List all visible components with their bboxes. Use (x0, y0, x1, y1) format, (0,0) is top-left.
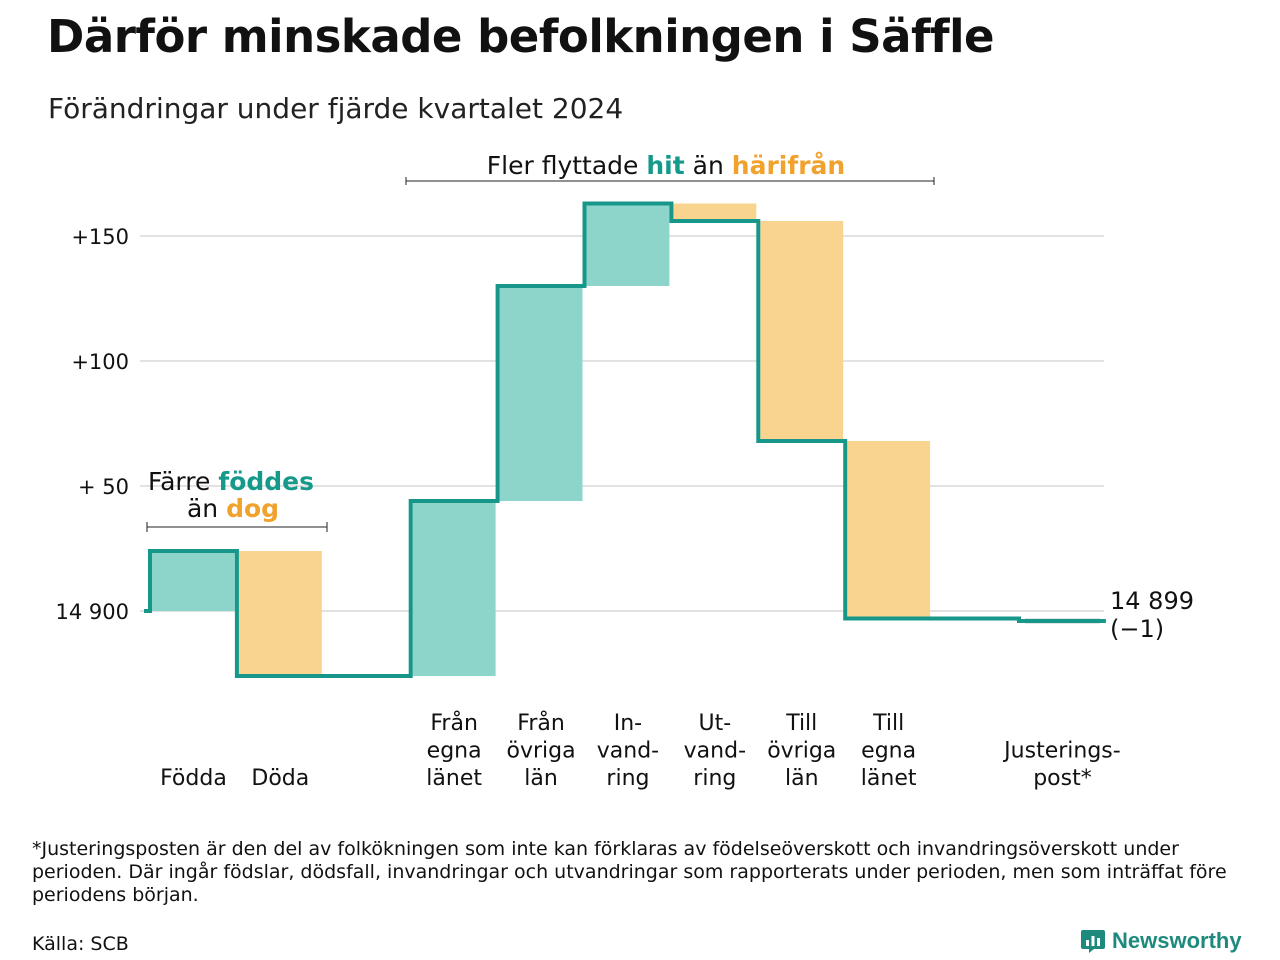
x-tick-label: länet (861, 766, 917, 791)
annotation-deaths-highlight: dog (226, 494, 279, 523)
bar (499, 286, 583, 501)
x-tick-label: länet (426, 766, 482, 791)
x-tick-label: Döda (251, 766, 309, 791)
annotation-migration-plain-2: än (693, 151, 724, 180)
x-tick-label: ring (606, 766, 649, 791)
bar (760, 221, 844, 441)
bar (673, 203, 757, 221)
brand-name: Newsworthy (1112, 928, 1242, 953)
x-tick-label: vand- (684, 739, 746, 764)
x-tick-label: Ut- (699, 711, 732, 736)
x-tick-label: Till (872, 711, 904, 736)
annotation-migration-hit: hit (646, 151, 684, 180)
svg-text:Färre föddes: Färre föddes (148, 467, 314, 496)
newsworthy-logo-icon (1081, 930, 1105, 953)
bar (238, 551, 322, 676)
x-tick-label: län (524, 766, 558, 791)
x-tick-label: In- (614, 711, 642, 736)
migration-annotation: Fler flyttade hit än härifrån (405, 151, 935, 185)
y-tick-label: +100 (71, 350, 129, 374)
svg-text:Fler flyttade hit: Fler flyttade hit än härifrån (487, 151, 845, 180)
chart-subtitle: Förändringar under fjärde kvartalet 2024 (48, 92, 624, 125)
x-tick-label: Till (785, 711, 817, 736)
annotation-migration-plain-1: Fler flyttade (487, 151, 639, 180)
x-tick-label: egna (427, 739, 482, 764)
cumulative-step-line (144, 201, 1106, 678)
x-tick-label: län (785, 766, 819, 791)
waterfall-chart: 14 900+ 50+100+150 Födda DödaFrånegnaläne… (56, 151, 1194, 791)
y-axis-ticks: 14 900 + 50 +100 +150 (56, 225, 129, 624)
y-tick-label: +150 (71, 225, 129, 249)
bar (152, 551, 235, 611)
bar (412, 501, 496, 676)
x-tick-label: Från (517, 710, 565, 736)
bars (152, 203, 1100, 676)
x-axis-labels: Födda DödaFrånegnalänetFrånövrigalänIn-va… (160, 710, 1121, 791)
annotation-births-highlight: föddes (218, 467, 314, 496)
x-tick-label: vand- (597, 739, 659, 764)
newsworthy-logo: Newsworthy (1080, 928, 1242, 954)
bar (586, 203, 670, 286)
chart-title: Därför minskade befolkningen i Säffle (47, 10, 995, 63)
x-tick-label: post* (1033, 766, 1092, 791)
footnote: *Justeringsposten är den del av folkökni… (32, 838, 1227, 906)
source-label: Källa: SCB (32, 933, 129, 955)
annotation-deaths-plain: än (187, 494, 218, 523)
x-tick-label: övriga (507, 739, 576, 764)
bar (847, 441, 931, 619)
births-deaths-annotation: Färre föddes än dog (146, 467, 328, 532)
x-tick-label: Från (430, 710, 478, 736)
annotation-migration-harifran: härifrån (732, 151, 845, 180)
annotation-births-plain: Färre (148, 467, 210, 496)
y-tick-label: + 50 (78, 475, 129, 499)
end-change-label: (−1) (1110, 615, 1164, 643)
x-tick-label: egna (861, 739, 916, 764)
x-tick-label: övriga (767, 739, 836, 764)
end-value-label: 14 899 (1110, 587, 1194, 615)
x-tick-label: Födda (160, 766, 227, 791)
svg-text:än dog: än dog (187, 494, 279, 523)
x-tick-label: Justerings- (1002, 739, 1121, 764)
x-tick-label: ring (693, 766, 736, 791)
y-tick-label: 14 900 (56, 600, 129, 624)
